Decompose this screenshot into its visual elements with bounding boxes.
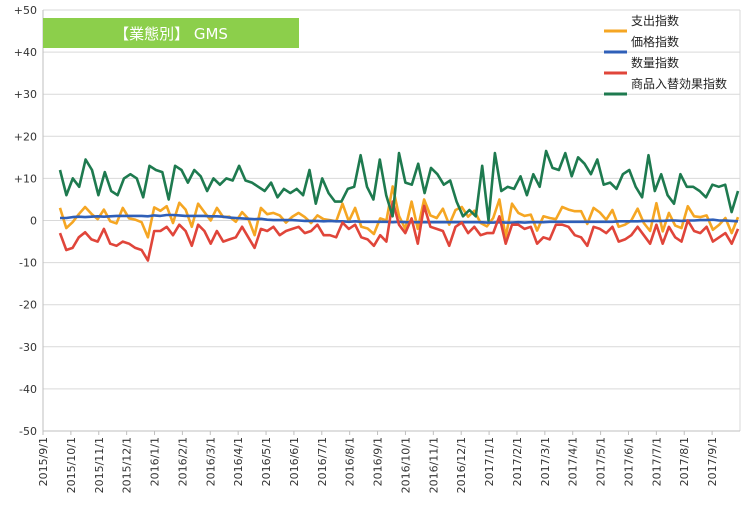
y-tick-label: +20 bbox=[14, 130, 37, 143]
x-tick-label: 2016/3/1 bbox=[204, 437, 217, 486]
chart-title: 【業態別】 GMS bbox=[114, 25, 228, 43]
x-tick-label: 2016/7/1 bbox=[316, 437, 329, 486]
y-axis-ticks: +50 +40 +30 +20 +10 0 -10 -20 -30 -40 -50 bbox=[14, 4, 37, 438]
y-tick-label: 0 bbox=[30, 215, 37, 228]
x-tick-label: 2016/10/1 bbox=[399, 437, 412, 493]
y-tick-label: -30 bbox=[19, 341, 37, 354]
gridlines bbox=[42, 9, 741, 432]
y-tick-label: +50 bbox=[14, 4, 37, 17]
y-tick-label: +40 bbox=[14, 46, 37, 59]
chart-title-box: 【業態別】 GMS bbox=[43, 18, 299, 48]
x-tick-label: 2017/6/1 bbox=[622, 437, 635, 486]
x-tick-label: 2016/8/1 bbox=[344, 437, 357, 486]
x-tick-label: 2016/2/1 bbox=[176, 437, 189, 486]
series-line-0 bbox=[58, 185, 740, 239]
x-tick-label: 2016/4/1 bbox=[232, 437, 245, 486]
x-tick-label: 2016/11/1 bbox=[427, 437, 440, 493]
legend-label: 価格指数 bbox=[631, 34, 679, 49]
x-tick-label: 2015/9/1 bbox=[37, 437, 50, 486]
title-background bbox=[43, 18, 299, 48]
x-tick-label: 2017/2/1 bbox=[511, 437, 524, 486]
x-tick-label: 2017/1/1 bbox=[483, 437, 496, 486]
x-tick-label: 2015/11/1 bbox=[93, 437, 106, 493]
legend-label: 商品入替効果指数 bbox=[631, 76, 727, 91]
x-tick-label: 2017/9/1 bbox=[706, 437, 719, 486]
x-tick-label: 2016/1/1 bbox=[149, 437, 162, 486]
y-tick-label: +10 bbox=[14, 172, 37, 185]
x-tick-label: 2016/12/1 bbox=[455, 437, 468, 493]
x-tick-label: 2017/4/1 bbox=[567, 437, 580, 486]
series-line-2 bbox=[58, 200, 740, 262]
y-tick-label: -20 bbox=[19, 299, 37, 312]
x-tick-label: 2015/12/1 bbox=[121, 437, 134, 493]
x-tick-label: 2017/5/1 bbox=[595, 437, 608, 486]
y-tick-label: -50 bbox=[19, 425, 37, 438]
x-tick-label: 2016/5/1 bbox=[260, 437, 273, 486]
series-lines bbox=[58, 149, 740, 262]
x-tick-label: 2017/7/1 bbox=[650, 437, 663, 486]
series-line-3 bbox=[58, 149, 740, 222]
legend-label: 数量指数 bbox=[631, 55, 679, 70]
x-tick-label: 2017/8/1 bbox=[678, 437, 691, 486]
x-tick-label: 2016/6/1 bbox=[288, 437, 301, 486]
y-tick-label: +30 bbox=[14, 88, 37, 101]
y-tick-label: -10 bbox=[19, 257, 37, 270]
y-tick-label: -40 bbox=[19, 383, 37, 396]
x-tick-label: 2015/10/1 bbox=[65, 437, 78, 493]
x-axis-ticks: 2015/9/1 2015/10/1 2015/11/1 2015/12/1 2016/… bbox=[37, 431, 719, 493]
x-tick-label: 2017/3/1 bbox=[539, 437, 552, 486]
legend-label: 支出指数 bbox=[631, 13, 679, 28]
x-tick-label: 2016/9/1 bbox=[372, 437, 385, 486]
